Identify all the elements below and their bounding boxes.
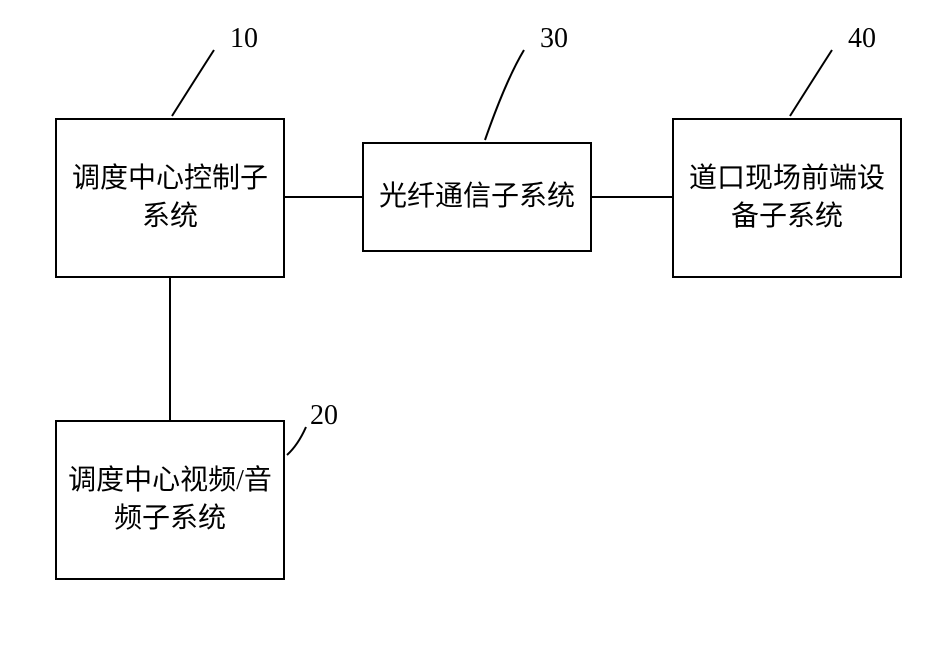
edge-n10-n20 [169, 278, 171, 420]
node-label: 调度中心控制子系统 [65, 160, 275, 236]
node-dispatch-control-subsystem: 调度中心控制子系统 [55, 118, 285, 278]
callout-label-30: 30 [540, 23, 568, 55]
node-label: 道口现场前端设备子系统 [682, 160, 892, 236]
callout-label-20: 20 [310, 400, 338, 432]
callout-label-40: 40 [848, 23, 876, 55]
callout-label-10: 10 [230, 23, 258, 55]
node-dispatch-av-subsystem: 调度中心视频/音频子系统 [55, 420, 285, 580]
node-label: 调度中心视频/音频子系统 [65, 462, 275, 538]
node-fiber-comm-subsystem: 光纤通信子系统 [362, 142, 592, 252]
node-label: 光纤通信子系统 [379, 178, 575, 216]
edge-n30-n40 [592, 196, 672, 198]
edge-n10-n30 [285, 196, 362, 198]
node-crossing-frontend-subsystem: 道口现场前端设备子系统 [672, 118, 902, 278]
